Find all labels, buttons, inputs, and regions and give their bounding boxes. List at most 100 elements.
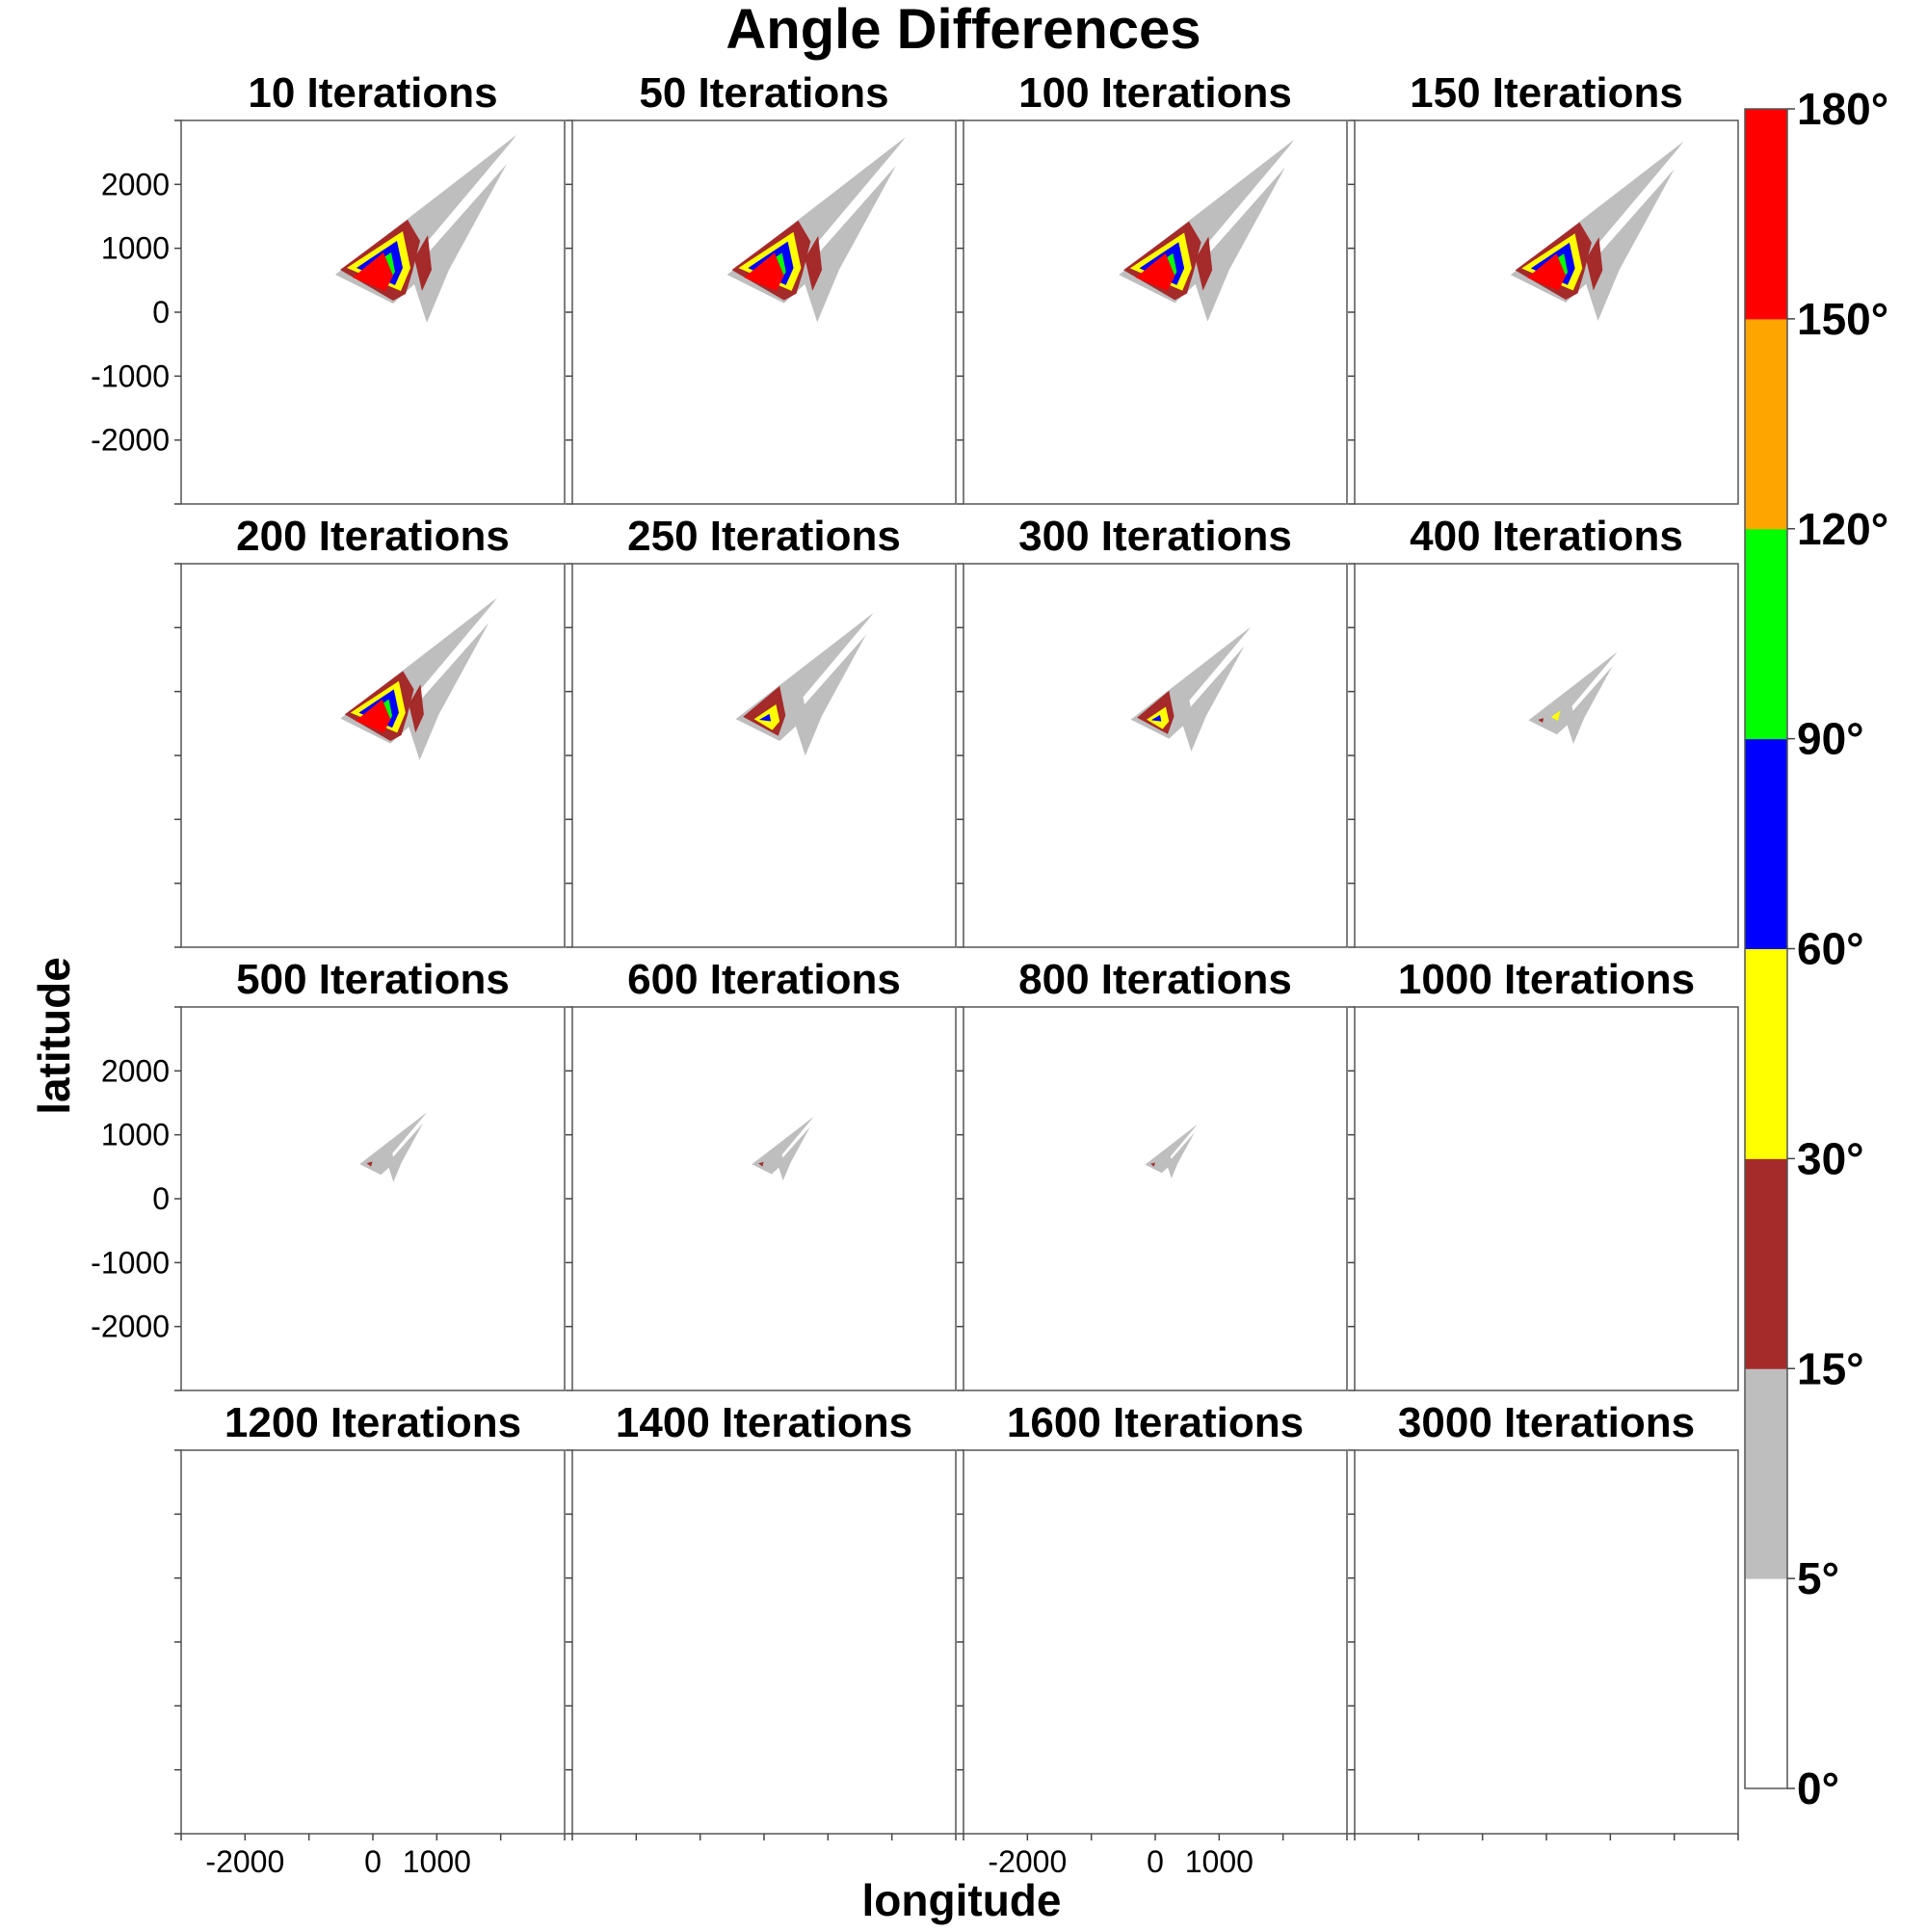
panel-frame [571,1449,957,1835]
panel-title: 500 Iterations [236,956,510,1003]
y-tick-label: 0 [152,295,170,330]
panel-frame [963,563,1348,948]
panel-title: 400 Iterations [1410,513,1683,560]
y-axis-label: latitude [29,957,79,1115]
cell-5-15 [752,1117,814,1181]
panel: 1600 Iterations -2000 0 1000 [957,1399,1348,1879]
angle-field [1130,626,1252,752]
panel-frame [571,563,957,948]
angle-field [335,135,516,323]
colorbar-label: 5° [1797,1553,1839,1603]
panel-frame [1354,563,1739,948]
panel: 200 Iterations [174,513,566,948]
panel: 1400 Iterations [566,1399,957,1840]
angle-field [1145,1124,1198,1178]
angle-field [359,1112,427,1182]
angle-field [1119,139,1295,322]
cell-30-60 [1550,710,1561,722]
x-tick-label: -2000 [988,1844,1067,1879]
cell-150-180 [1135,252,1175,291]
cell-5-15 [359,1112,427,1182]
panel-title: 300 Iterations [1018,513,1292,560]
colorbar-label: 60° [1797,924,1864,974]
panel-title: 100 Iterations [1018,69,1292,117]
panel: 300 Iterations [957,513,1348,948]
y-tick-label: 2000 [101,1053,170,1088]
cell-5-15 [1145,1124,1198,1178]
angle-field [735,613,874,756]
panel-title: 1600 Iterations [1007,1399,1304,1446]
panel-frame [963,119,1348,505]
panel: 1000 Iterations [1348,956,1739,1391]
y-tick-label: -1000 [91,1245,170,1280]
panel-frame [571,119,957,505]
panel: 800 Iterations [957,956,1348,1391]
panel: 600 Iterations [566,956,957,1391]
panel: 150 Iterations [1348,69,1739,505]
panel-frame [1354,1006,1739,1391]
colorbar-bin [1745,1368,1787,1579]
panel-title: 10 Iterations [248,69,497,117]
panel-frame [1354,1449,1739,1835]
panel: 1200 Iterations -2000 0 1000 [174,1399,566,1879]
colorbar-bin [1745,1158,1787,1369]
cell-150-180 [353,252,393,291]
panel-frame [571,1006,957,1391]
colorbar-label: 0° [1797,1763,1839,1813]
colorbar-label: 150° [1797,294,1888,344]
angle-field [726,137,906,323]
panel-title: 1200 Iterations [224,1399,521,1446]
panel-frame [963,1449,1348,1835]
cell-15-30 [414,235,432,291]
panels: 10 Iterations 2000 1000 0 -1000 -2000 50 Itera… [91,69,1739,1879]
y-tick-label: -2000 [91,1310,170,1344]
x-tick-label: 0 [364,1844,382,1879]
panel: 50 Iterations [566,69,957,505]
colorbar-bin [1745,528,1787,740]
x-tick-label: 0 [1147,1844,1164,1879]
cell-15-30 [1150,1162,1155,1167]
colorbar-bin [1745,948,1787,1159]
chart-title: Angle Differences [726,0,1201,61]
colorbar: 180° 150° 120° 90° 60° 30° 15° 5° 0° [1744,84,1888,1813]
colorbar-bin [1745,1578,1787,1789]
cell-15-30 [758,1161,764,1167]
cell-150-180 [1526,253,1567,291]
colorbar-bin [1745,318,1787,530]
y-tick-label: -2000 [91,423,170,458]
colorbar-label: 180° [1797,84,1888,134]
colorbar-bin [1745,738,1787,949]
panel-frame [963,1006,1348,1391]
panel-frame [180,1006,566,1391]
panel: 3000 Iterations [1348,1399,1739,1840]
colorbar-label: 120° [1797,504,1888,554]
cell-60-90 [758,713,772,722]
panel: 500 Iterations 2000 1000 0 -1000 -2000 [91,956,566,1391]
panel-frame [1354,119,1739,505]
panel-frame [180,563,566,948]
x-tick-label: 1000 [403,1844,471,1879]
panel-title: 50 Iterations [639,69,888,117]
panel: 250 Iterations [566,513,957,948]
x-tick-label: 1000 [1185,1844,1254,1879]
cell-5-15 [1528,651,1618,745]
cell-15-30 [409,684,424,733]
x-axis-label: longitude [862,1875,1062,1925]
panel-frame [180,1449,566,1835]
panel: 10 Iterations 2000 1000 0 -1000 -2000 [91,69,566,505]
angle-field [1528,651,1618,745]
y-tick-label: 2000 [101,167,170,201]
panel-title: 250 Iterations [627,513,901,560]
panel-title: 150 Iterations [1410,69,1683,117]
cell-15-30 [805,235,823,291]
colorbar-label: 30° [1797,1133,1864,1183]
cell-15-30 [1195,236,1213,291]
panel-title: 1000 Iterations [1398,956,1695,1003]
angle-field [1510,141,1684,321]
panel-frame [180,119,566,505]
cell-150-180 [744,252,784,291]
colorbar-label: 90° [1797,714,1864,764]
panel-title: 1400 Iterations [616,1399,912,1446]
